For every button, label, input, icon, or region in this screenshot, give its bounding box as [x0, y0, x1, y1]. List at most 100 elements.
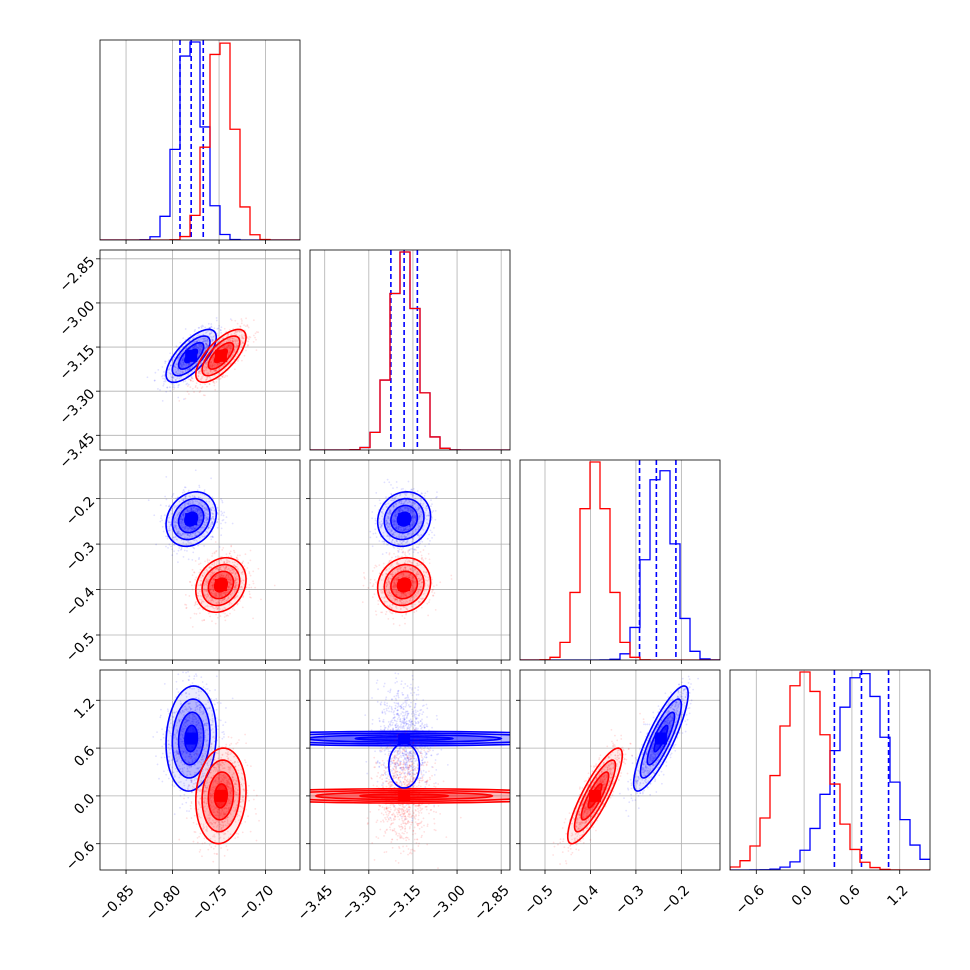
scatter-point	[426, 490, 429, 493]
scatter-point	[425, 505, 428, 507]
scatter-point	[396, 540, 399, 543]
scatter-point	[230, 544, 233, 547]
scatter-point	[199, 370, 201, 373]
scatter-point	[219, 594, 222, 597]
scatter-point	[170, 376, 173, 379]
scatter-point	[235, 584, 238, 586]
scatter-point	[219, 608, 222, 610]
scatter-point	[229, 351, 232, 353]
scatter-point	[179, 341, 182, 344]
scatter-point	[394, 520, 397, 523]
scatter-point	[219, 615, 222, 617]
scatter-point	[420, 578, 422, 581]
scatter-point	[395, 527, 398, 529]
scatter-point	[240, 585, 243, 588]
scatter-point	[184, 526, 187, 528]
scatter-point	[169, 523, 172, 526]
scatter-point	[243, 334, 246, 337]
scatter-point	[217, 377, 219, 380]
scatter-point	[221, 548, 224, 551]
scatter-point	[234, 345, 237, 348]
scatter-point	[188, 509, 191, 512]
scatter-point	[194, 526, 197, 529]
scatter-point	[196, 387, 199, 389]
scatter-point	[398, 599, 401, 601]
scatter-point	[396, 569, 399, 572]
scatter-point	[408, 532, 411, 535]
scatter-point	[380, 589, 383, 592]
scatter-point	[188, 595, 191, 597]
scatter-point	[206, 593, 209, 596]
scatter-point	[369, 581, 372, 584]
scatter-point	[187, 489, 190, 492]
scatter-point	[418, 516, 420, 519]
scatter-point	[213, 370, 216, 372]
scatter-point	[401, 551, 404, 554]
scatter-point	[425, 509, 428, 512]
scatter-point	[175, 372, 178, 375]
scatter-point	[220, 514, 223, 516]
scatter-point	[180, 353, 183, 355]
scatter-point	[181, 514, 184, 517]
scatter-point	[397, 509, 400, 512]
scatter-point	[177, 532, 179, 535]
scatter-point	[209, 333, 211, 335]
scatter-point	[402, 529, 405, 532]
scatter-point	[219, 592, 222, 595]
scatter-point	[204, 363, 207, 366]
scatter-point	[390, 612, 393, 615]
scatter-point	[217, 513, 219, 516]
scatter-point	[215, 592, 218, 595]
scatter-point	[224, 521, 227, 524]
scatter-point	[398, 501, 401, 504]
scatter-point	[234, 330, 237, 333]
scatter-point	[401, 573, 404, 575]
scatter-point	[199, 521, 202, 524]
scatter-point	[207, 599, 210, 602]
scatter-point	[204, 507, 207, 509]
panel-frame	[99, 459, 301, 661]
scatter-point	[395, 526, 398, 529]
scatter-point	[229, 584, 231, 586]
scatter-point	[423, 574, 426, 577]
scatter-point	[401, 503, 404, 505]
scatter-point	[418, 535, 421, 538]
scatter-point	[206, 584, 209, 587]
scatter-point	[220, 331, 223, 334]
scatter-point	[196, 508, 199, 511]
scatter-point	[411, 523, 413, 526]
scatter-point	[210, 361, 213, 364]
scatter-point	[254, 586, 257, 589]
scatter-point	[218, 378, 221, 381]
scatter-point	[203, 507, 206, 510]
scatter-point	[194, 534, 197, 537]
scatter-point	[226, 559, 229, 562]
scatter-point	[162, 384, 165, 387]
scatter-point	[402, 550, 405, 553]
scatter-point	[225, 574, 228, 577]
scatter-point	[234, 586, 237, 589]
scatter-point	[205, 580, 208, 583]
scatter-point	[219, 348, 222, 351]
scatter-point	[393, 513, 396, 516]
scatter-point	[430, 505, 432, 508]
scatter-point	[197, 520, 199, 523]
scatter-point	[194, 602, 197, 604]
scatter-point	[255, 338, 257, 341]
scatter-point	[215, 593, 217, 595]
scatter-point	[384, 596, 387, 598]
scatter-point	[174, 368, 177, 371]
scatter-point	[211, 563, 213, 566]
scatter-point	[175, 526, 178, 529]
scatter-point	[175, 371, 178, 373]
scatter-point	[191, 495, 194, 497]
scatter-point	[198, 502, 201, 505]
scatter-point	[392, 505, 395, 508]
scatter-point	[184, 380, 187, 383]
scatter-point	[213, 364, 216, 367]
scatter-point	[173, 356, 176, 359]
scatter-point	[200, 378, 202, 380]
scatter-point	[397, 563, 400, 565]
scatter-point	[397, 556, 400, 559]
scatter-point	[394, 517, 397, 519]
